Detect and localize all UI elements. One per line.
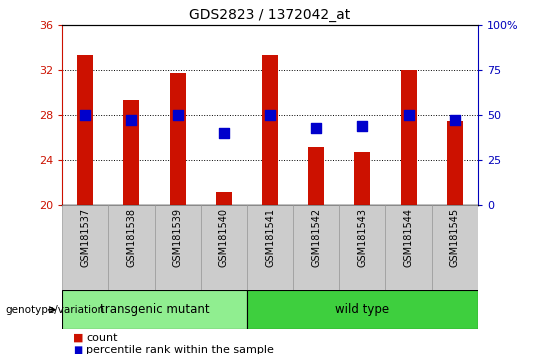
Point (219, 130, 228, 136)
Bar (215, 192, 232, 205)
FancyBboxPatch shape (293, 205, 339, 290)
FancyBboxPatch shape (386, 205, 431, 290)
Text: ■: ■ (73, 345, 82, 354)
FancyBboxPatch shape (201, 205, 247, 290)
Text: GSM181543: GSM181543 (357, 208, 367, 267)
Bar (401, 70, 417, 205)
Text: GSM181545: GSM181545 (450, 208, 460, 267)
Text: GSM181538: GSM181538 (126, 208, 137, 267)
Text: GSM181542: GSM181542 (311, 208, 321, 267)
Bar (170, 73, 186, 205)
FancyBboxPatch shape (62, 290, 247, 329)
Text: GSM181539: GSM181539 (173, 208, 183, 267)
Text: GSM181537: GSM181537 (80, 208, 90, 267)
Point (358, 123, 367, 129)
Bar (354, 152, 370, 205)
Text: GSM181540: GSM181540 (219, 208, 229, 267)
Point (266, 112, 274, 118)
Bar (308, 147, 325, 205)
Text: wild type: wild type (335, 303, 389, 316)
Bar (123, 101, 139, 205)
Point (127, 118, 136, 123)
FancyBboxPatch shape (154, 205, 201, 290)
Title: GDS2823 / 1372042_at: GDS2823 / 1372042_at (190, 8, 350, 22)
Point (173, 112, 182, 118)
Point (312, 125, 321, 131)
FancyBboxPatch shape (62, 205, 109, 290)
FancyBboxPatch shape (431, 205, 478, 290)
Point (404, 112, 413, 118)
Bar (447, 121, 463, 205)
Text: GSM181541: GSM181541 (265, 208, 275, 267)
Text: percentile rank within the sample: percentile rank within the sample (86, 345, 274, 354)
Bar (262, 55, 278, 205)
FancyBboxPatch shape (247, 205, 293, 290)
Point (450, 118, 459, 123)
FancyBboxPatch shape (247, 290, 478, 329)
FancyBboxPatch shape (109, 205, 154, 290)
FancyBboxPatch shape (339, 205, 386, 290)
Text: genotype/variation: genotype/variation (5, 305, 105, 315)
Text: count: count (86, 333, 118, 343)
Text: transgenic mutant: transgenic mutant (100, 303, 210, 316)
Text: GSM181544: GSM181544 (403, 208, 414, 267)
Bar (77, 55, 93, 205)
Text: ■: ■ (73, 333, 83, 343)
Point (81, 112, 90, 118)
